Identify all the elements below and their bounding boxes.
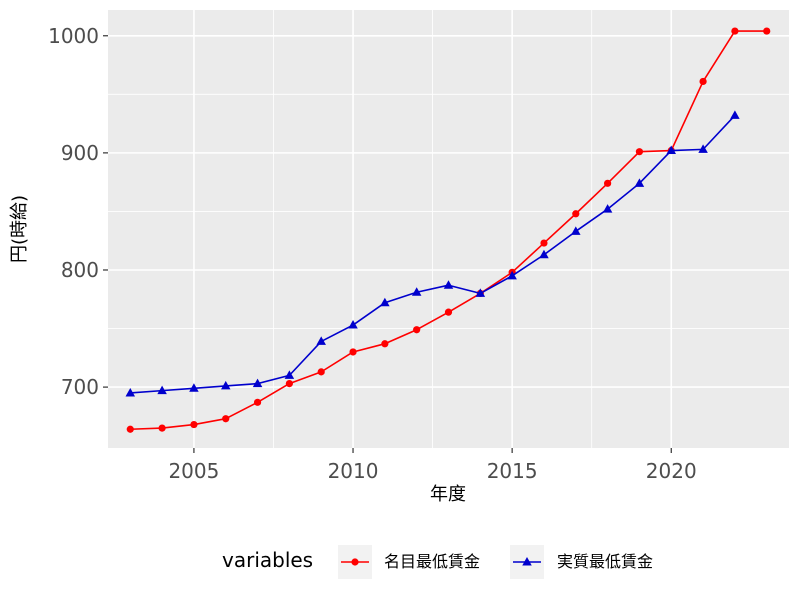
legend-title: variables bbox=[222, 548, 313, 572]
data-point bbox=[443, 280, 454, 289]
data-point bbox=[540, 239, 548, 247]
data-point bbox=[158, 424, 166, 432]
legend-label: 名目最低賃金 bbox=[384, 552, 480, 571]
series-layer bbox=[125, 27, 771, 433]
data-point bbox=[380, 297, 390, 307]
y-tick-label: 700 bbox=[61, 375, 99, 399]
legend-items: 名目最低賃金 実質最低賃金 bbox=[338, 545, 653, 579]
data-point bbox=[730, 110, 740, 119]
x-axis-title: 年度 bbox=[430, 484, 466, 505]
data-point bbox=[125, 387, 136, 397]
y-tick-label: 900 bbox=[61, 141, 99, 165]
data-point bbox=[189, 383, 199, 392]
x-tick-label: 2015 bbox=[487, 459, 538, 483]
data-point bbox=[220, 380, 231, 390]
y-axis-title: 円(時給) bbox=[9, 195, 30, 263]
data-point bbox=[285, 379, 293, 388]
data-point bbox=[348, 320, 358, 329]
grid-major bbox=[108, 10, 789, 448]
data-point bbox=[411, 287, 422, 296]
data-point bbox=[635, 148, 644, 156]
legend-item: 名目最低賃金 bbox=[338, 545, 480, 579]
data-point bbox=[699, 77, 707, 86]
data-point bbox=[475, 288, 486, 297]
y-tick-label: 800 bbox=[61, 258, 99, 282]
data-point bbox=[602, 204, 613, 213]
legend-key-marker bbox=[351, 558, 359, 566]
series-2 bbox=[125, 110, 740, 397]
data-point bbox=[126, 425, 134, 433]
grid-minor bbox=[108, 10, 789, 448]
data-point bbox=[284, 370, 295, 379]
y-tick-label: 1000 bbox=[48, 24, 99, 48]
x-tick-label: 2005 bbox=[168, 459, 219, 483]
data-point bbox=[252, 378, 263, 388]
data-point bbox=[316, 336, 326, 345]
data-point bbox=[317, 368, 325, 376]
data-point bbox=[253, 398, 262, 406]
data-point bbox=[698, 144, 708, 153]
data-point bbox=[604, 179, 612, 187]
data-point bbox=[571, 226, 581, 235]
data-point bbox=[634, 178, 645, 187]
data-point bbox=[444, 308, 453, 316]
data-point bbox=[731, 27, 739, 35]
legend-key-marker bbox=[522, 557, 532, 566]
x-tick-label: 2020 bbox=[646, 459, 697, 483]
data-point bbox=[190, 420, 198, 429]
data-point bbox=[381, 340, 389, 348]
data-point bbox=[763, 27, 771, 35]
data-point bbox=[666, 145, 677, 155]
legend-item: 実質最低賃金 bbox=[510, 545, 653, 579]
legend-label: 実質最低賃金 bbox=[557, 552, 653, 571]
data-point bbox=[507, 270, 517, 280]
data-point bbox=[539, 249, 549, 259]
x-tick-label: 2010 bbox=[328, 459, 379, 483]
legend: variables 名目最低賃金 実質最低賃金 bbox=[222, 545, 653, 579]
data-point bbox=[157, 385, 167, 395]
data-point bbox=[572, 210, 580, 218]
series-line bbox=[130, 114, 736, 394]
axes: 2005 2010 2015 2020 700 800 900 1000 bbox=[48, 24, 697, 483]
data-point bbox=[222, 415, 230, 423]
data-point bbox=[349, 348, 357, 356]
plot-panel bbox=[108, 10, 789, 448]
data-point bbox=[413, 326, 421, 334]
